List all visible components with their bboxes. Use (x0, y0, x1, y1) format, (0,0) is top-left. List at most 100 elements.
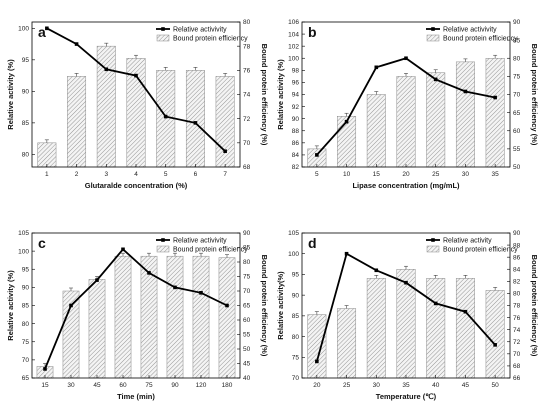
right-tick-label: 75 (243, 274, 251, 281)
legend-bar-swatch (426, 245, 440, 253)
left-tick-label: 102 (288, 43, 299, 50)
activity-point-35 (404, 280, 408, 285)
x-tick-label: 20 (402, 171, 410, 178)
right-tick-label: 70 (243, 288, 251, 295)
right-tick-label: 72 (243, 116, 251, 123)
x-tick-label: 5 (164, 171, 168, 178)
left-tick-label: 95 (22, 266, 30, 273)
legend: Relative activivity Bound protein efficie… (426, 27, 518, 43)
left-tick-label: 80 (22, 321, 30, 328)
left-tick-label: 86 (292, 140, 300, 147)
bar-15 (366, 94, 386, 168)
right-tick-label: 75 (513, 74, 521, 81)
activity-point-7 (223, 149, 227, 154)
x-tick-label: 6 (194, 171, 198, 178)
panel-letter: a (38, 24, 46, 40)
chart-panel-b: 82 84 86 88 90 92 94 96 98 100 102 104 106 50 55 60 65 70… (276, 19, 539, 190)
right-tick-label: 65 (513, 110, 521, 117)
right-tick-label: 80 (243, 259, 251, 266)
right-tick-label: 45 (243, 361, 251, 368)
bar-120 (192, 255, 210, 379)
left-tick-label: 100 (288, 251, 299, 258)
left-tick-label: 75 (292, 354, 300, 361)
activity-point-20 (315, 359, 319, 364)
chart-panel-c: 65 70 75 80 85 90 95 100 105 40 45 50 55 60 65 70 75 80 85… (6, 230, 269, 401)
left-tick-label: 90 (292, 116, 300, 123)
bar-35 (396, 269, 416, 379)
bar-60 (114, 255, 132, 379)
right-tick-label: 55 (513, 146, 521, 153)
activity-point-90 (173, 285, 177, 290)
activity-point-15 (43, 367, 47, 371)
legend-bar-swatch (156, 34, 170, 42)
x-tick-label: 35 (492, 171, 500, 178)
bar-30 (455, 61, 475, 168)
bar-30 (366, 278, 386, 379)
right-tick-label: 84 (513, 266, 521, 273)
right-tick-label: 80 (243, 19, 251, 26)
left-tick-label: 90 (292, 292, 300, 299)
x-tick-label: 60 (119, 382, 127, 389)
right-tick-label: 82 (513, 279, 521, 286)
panel-letter: b (308, 24, 317, 40)
x-tick-label: 25 (432, 171, 440, 178)
left-tick-label: 90 (22, 285, 30, 292)
x-tick-label: 50 (492, 382, 500, 389)
right-tick-label: 40 (243, 375, 251, 382)
legend-marker-swatch (161, 238, 165, 242)
right-tick-label: 90 (513, 230, 521, 237)
bar-20 (396, 76, 416, 168)
left-tick-label: 84 (292, 152, 300, 159)
right-tick-label: 55 (243, 332, 251, 339)
left-tick-label: 105 (18, 230, 29, 237)
right-tick-label: 68 (243, 164, 251, 171)
left-tick-label: 80 (292, 334, 300, 341)
legend-marker-swatch (431, 27, 435, 31)
activity-point-6 (193, 121, 198, 125)
bar-45 (455, 278, 475, 379)
right-tick-label: 60 (513, 128, 521, 135)
y-axis-label: Relative activity (%) (6, 270, 15, 341)
activity-point-20 (404, 56, 408, 61)
x-tick-label: 30 (373, 382, 381, 389)
bar-6 (185, 70, 205, 168)
bar-35 (485, 58, 505, 168)
left-tick-label: 85 (22, 303, 30, 310)
bar-1 (37, 142, 57, 168)
left-tick-label: 90 (22, 89, 30, 96)
x-tick-label: 120 (196, 382, 207, 389)
right-tick-label: 86 (513, 254, 521, 261)
x-tick-label: 30 (67, 382, 75, 389)
activity-point-60 (121, 247, 125, 252)
activity-point-2 (74, 42, 79, 46)
chart-panel-a: 80 85 90 95 100 68 70 72 74 76 78 80 1 2 3 4 5 6 7 Glutaral… (6, 19, 269, 190)
left-tick-label: 85 (22, 120, 30, 127)
legend: Relative activity Bound protein efficienc… (426, 238, 518, 254)
activity-point-50 (493, 343, 497, 347)
activity-point-120 (199, 291, 203, 295)
left-tick-label: 100 (18, 248, 29, 255)
bar-25 (337, 308, 357, 379)
legend: Relative activivity Bound protein efficie… (156, 27, 248, 43)
y-axis-label: Relative activity (%) (276, 59, 285, 130)
x-axis-label: Lipase concentration (mg/mL) (352, 181, 460, 190)
panel-letter: c (38, 235, 46, 251)
bar-180 (218, 257, 236, 379)
x-tick-label: 10 (343, 171, 351, 178)
right-tick-label: 74 (243, 92, 251, 99)
right-tick-label: 90 (513, 19, 521, 26)
left-tick-label: 100 (288, 55, 299, 62)
x-tick-label: 7 (223, 171, 227, 178)
bar-45 (88, 279, 106, 379)
x-tick-label: 75 (145, 382, 153, 389)
y-axis-label: Relative activity (%) (6, 59, 15, 130)
activity-point-45 (463, 309, 468, 314)
x-tick-label: 45 (462, 382, 470, 389)
chart-panel-d: 70 75 80 85 90 95 100 105 66 68 70 72 74 76 78 80 82 84 86… (276, 230, 539, 401)
left-tick-label: 75 (22, 339, 30, 346)
bar-25 (426, 72, 446, 168)
x-axis-label: Temperature (℃) (376, 392, 437, 401)
right-tick-label: 80 (513, 291, 521, 298)
x-tick-label: 2 (75, 171, 79, 178)
activity-point-40 (433, 301, 438, 306)
